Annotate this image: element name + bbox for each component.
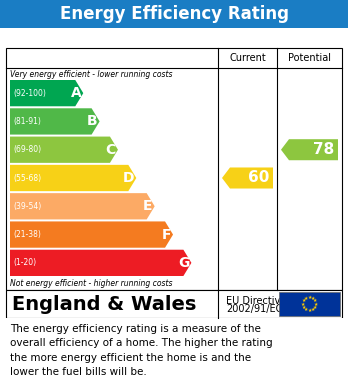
Polygon shape bbox=[10, 165, 136, 191]
Text: G: G bbox=[178, 256, 189, 270]
Text: Very energy efficient - lower running costs: Very energy efficient - lower running co… bbox=[10, 70, 173, 79]
Text: ★: ★ bbox=[307, 308, 312, 313]
Text: 60: 60 bbox=[248, 170, 269, 185]
Text: 2002/91/EC: 2002/91/EC bbox=[226, 304, 282, 314]
Polygon shape bbox=[10, 221, 173, 248]
Text: 78: 78 bbox=[313, 142, 334, 157]
Text: ★: ★ bbox=[304, 307, 308, 312]
Text: E: E bbox=[143, 199, 153, 213]
Text: ★: ★ bbox=[301, 305, 306, 310]
Text: ★: ★ bbox=[304, 296, 308, 301]
Bar bbox=[6, 290, 342, 318]
Text: (39-54): (39-54) bbox=[13, 202, 41, 211]
Polygon shape bbox=[10, 80, 83, 106]
Polygon shape bbox=[281, 139, 338, 160]
Text: Energy Efficiency Rating: Energy Efficiency Rating bbox=[60, 5, 288, 23]
Text: EU Directive: EU Directive bbox=[226, 296, 286, 306]
Text: ★: ★ bbox=[314, 301, 318, 307]
Text: Potential: Potential bbox=[288, 53, 331, 63]
Polygon shape bbox=[222, 167, 273, 188]
Text: ★: ★ bbox=[313, 305, 317, 310]
Text: ★: ★ bbox=[313, 298, 317, 303]
Text: (21-38): (21-38) bbox=[13, 230, 41, 239]
Text: Not energy efficient - higher running costs: Not energy efficient - higher running co… bbox=[10, 279, 173, 288]
Polygon shape bbox=[10, 250, 191, 276]
Text: ★: ★ bbox=[301, 298, 306, 303]
Text: A: A bbox=[71, 86, 81, 100]
Text: Current: Current bbox=[229, 53, 266, 63]
Text: D: D bbox=[123, 171, 134, 185]
Text: F: F bbox=[161, 228, 171, 242]
Text: ★: ★ bbox=[307, 295, 312, 300]
Polygon shape bbox=[10, 136, 118, 163]
Text: (69-80): (69-80) bbox=[13, 145, 41, 154]
Bar bbox=[279, 292, 340, 316]
Text: ★: ★ bbox=[311, 296, 315, 301]
Text: C: C bbox=[106, 143, 116, 157]
Text: (55-68): (55-68) bbox=[13, 174, 41, 183]
Text: England & Wales: England & Wales bbox=[12, 294, 196, 314]
Polygon shape bbox=[10, 108, 100, 135]
Bar bbox=[6, 48, 342, 290]
Text: (1-20): (1-20) bbox=[13, 258, 36, 267]
Polygon shape bbox=[10, 193, 155, 219]
Text: ★: ★ bbox=[311, 307, 315, 312]
Text: B: B bbox=[87, 115, 97, 128]
Text: (81-91): (81-91) bbox=[13, 117, 41, 126]
Text: ★: ★ bbox=[301, 301, 305, 307]
Bar bbox=[0, 318, 348, 391]
Bar bbox=[0, 0, 348, 28]
Text: (92-100): (92-100) bbox=[13, 89, 46, 98]
Text: The energy efficiency rating is a measure of the
overall efficiency of a home. T: The energy efficiency rating is a measur… bbox=[10, 324, 272, 377]
